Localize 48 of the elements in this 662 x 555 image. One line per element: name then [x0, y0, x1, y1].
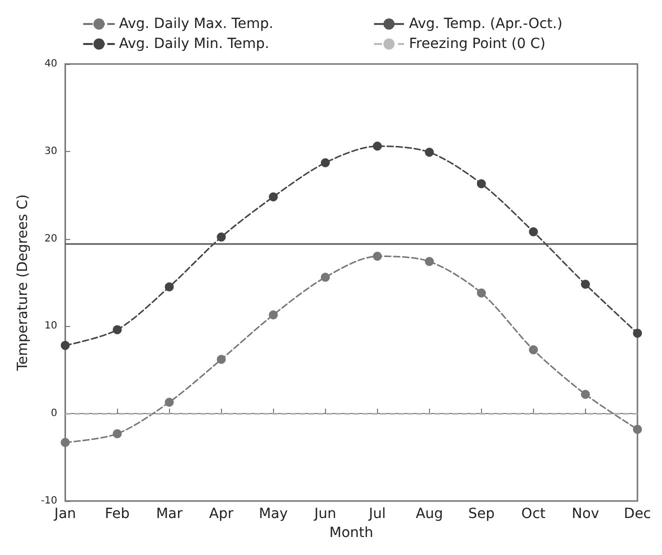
- point: [476, 288, 486, 298]
- point: [60, 340, 70, 350]
- point: [268, 192, 278, 202]
- point: [424, 148, 434, 157]
- y-tick-label: 40: [44, 58, 58, 70]
- point: [60, 438, 70, 447]
- x-tick-label: Dec: [624, 506, 651, 522]
- point: [372, 252, 382, 261]
- point: [112, 325, 122, 334]
- y-tick-label: 0: [50, 408, 58, 420]
- point: [320, 158, 330, 168]
- point: [164, 398, 174, 407]
- x-tick-label: Mar: [156, 506, 183, 522]
- y-tick-label: 20: [44, 233, 58, 244]
- x-tick-label: Jun: [313, 506, 336, 522]
- x-tick-label: Feb: [104, 506, 130, 522]
- legend-label: Avg. Daily Min. Temp.: [119, 36, 270, 52]
- point: [580, 280, 590, 289]
- x-tick-label: Oct: [521, 506, 546, 522]
- y-tick-label: -10: [40, 496, 58, 506]
- point: [580, 390, 590, 399]
- x-tick-label: Nov: [572, 506, 600, 522]
- point: [476, 179, 486, 188]
- x-tick-label: Jul: [368, 506, 386, 522]
- x-tick-label: Apr: [209, 506, 234, 522]
- point: [112, 429, 122, 438]
- point: [268, 310, 278, 320]
- point: [424, 257, 434, 266]
- y-axis-title: Temperature (Degrees C): [15, 194, 31, 372]
- legend-label: Avg. Temp. (Apr.-Oct.): [409, 16, 562, 32]
- point: [164, 282, 174, 292]
- point: [216, 354, 226, 364]
- x-tick-label: May: [258, 506, 288, 522]
- x-tick-label: Jan: [53, 506, 76, 522]
- point: [216, 232, 226, 242]
- point: [320, 272, 330, 282]
- point: [528, 227, 538, 236]
- x-tick-label: Aug: [416, 506, 444, 522]
- point: [528, 345, 538, 354]
- legend-label: Freezing Point (0 C): [409, 36, 546, 52]
- y-tick-label: 30: [44, 146, 58, 157]
- legend-label: Avg. Daily Max. Temp.: [119, 16, 274, 32]
- point: [372, 142, 382, 151]
- point: [632, 328, 642, 338]
- y-tick-label: 10: [44, 320, 58, 332]
- point: [632, 424, 642, 434]
- x-tick-label: Sep: [468, 506, 495, 522]
- x-axis-title: Month: [329, 524, 374, 541]
